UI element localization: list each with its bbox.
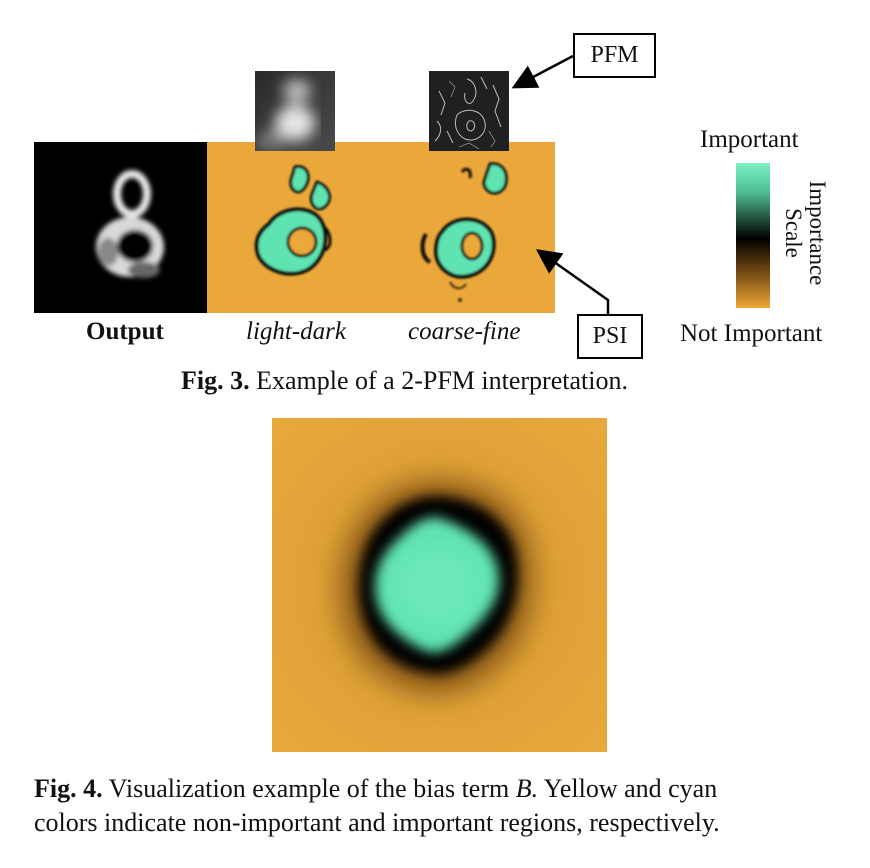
psi-arrow — [535, 249, 610, 314]
importance-scale-axis-label: Importance Scale — [781, 168, 830, 298]
output-panel — [34, 142, 207, 313]
fig4-caption-label: Fig. 4. — [34, 774, 103, 803]
fig4-caption-line1: Fig. 4. Visualization example of the bia… — [34, 774, 717, 804]
light-dark-label: light-dark — [246, 318, 346, 345]
legend-important-label: Important — [700, 126, 799, 153]
pfm-arrow — [511, 54, 574, 89]
fig4-caption-italic-b: B. — [515, 774, 539, 803]
fig3-caption-label: Fig. 3. — [181, 366, 250, 395]
coarse-fine-psi-panel — [380, 142, 555, 313]
bias-term-visualization — [272, 418, 607, 752]
light-dark-pfm-thumbnail — [255, 71, 335, 151]
psi-callout-box: PSI — [577, 314, 643, 359]
output-label: Output — [86, 318, 164, 345]
fig4-caption-line2: colors indicate non-important and import… — [34, 808, 720, 837]
light-dark-psi-panel — [207, 142, 380, 313]
fig4-caption-text: Visualization example of the bias term — [102, 774, 516, 803]
importance-colorbar — [736, 163, 770, 308]
coarse-fine-label: coarse-fine — [408, 318, 521, 345]
fig3-caption-text: Example of a 2-PFM interpretation. — [249, 366, 628, 395]
pfm-callout-box: PFM — [573, 33, 656, 78]
legend-not-important-label: Not Important — [680, 320, 823, 347]
importance-scale-line1: Importance — [805, 180, 830, 286]
callout-arrows — [511, 54, 610, 314]
importance-scale-line2: Scale — [781, 208, 806, 258]
coarse-fine-pfm-thumbnail — [429, 71, 509, 151]
fig3-caption: Fig. 3. Example of a 2-PFM interpretatio… — [181, 366, 628, 396]
fig4-caption-tail: Yellow and cyan — [538, 774, 718, 803]
